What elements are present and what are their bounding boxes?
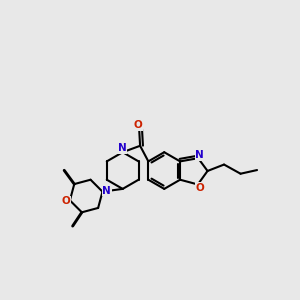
Text: O: O — [134, 120, 142, 130]
Text: N: N — [195, 150, 204, 160]
Text: N: N — [118, 143, 126, 153]
Text: O: O — [195, 183, 204, 193]
Text: O: O — [61, 196, 70, 206]
Text: N: N — [102, 186, 111, 196]
